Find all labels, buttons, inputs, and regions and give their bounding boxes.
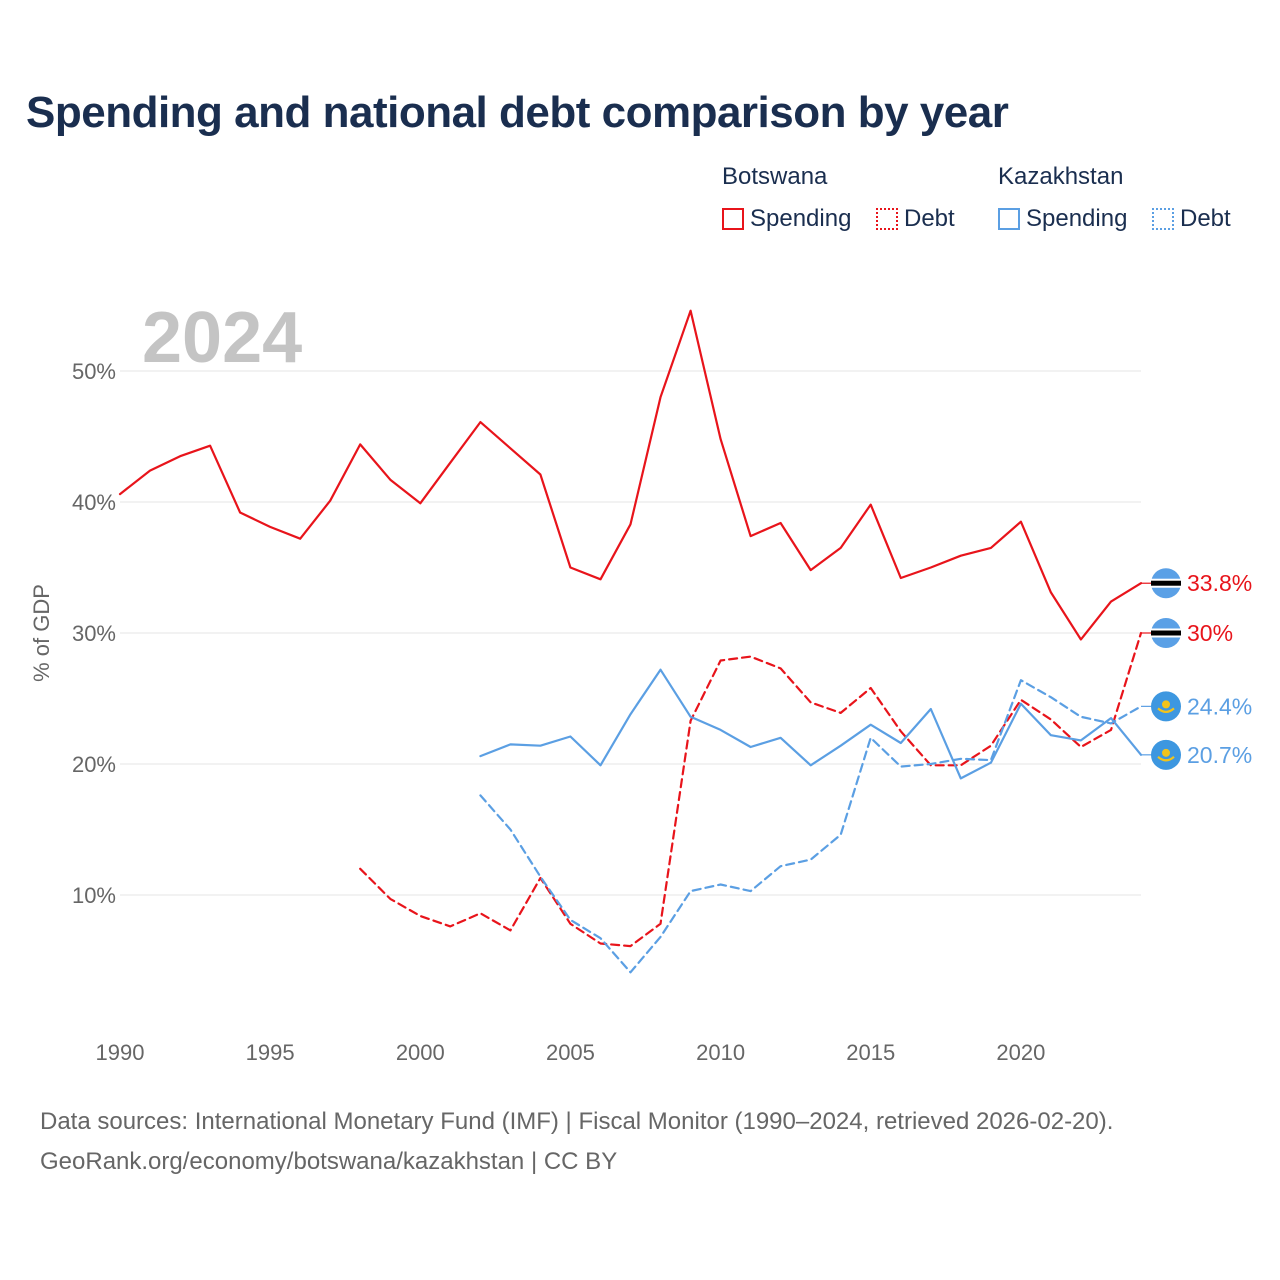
legend-label: Debt	[904, 205, 955, 232]
x-tick-label: 1995	[246, 1040, 295, 1065]
series-line-kazakhstan-debt	[479, 679, 1143, 974]
chart-title: Spending and national debt comparison by…	[26, 88, 1009, 137]
series-line-kazakhstan-spending	[479, 668, 1143, 780]
botswana-flag-icon	[1151, 618, 1181, 648]
legend-botswana-spending[interactable]: Spending	[722, 205, 851, 233]
x-tick-label: 1990	[96, 1040, 145, 1065]
flag-sun	[1162, 748, 1170, 757]
legend-swatch-solid-blue	[998, 208, 1020, 230]
legend-group-botswana: Botswana	[722, 163, 828, 190]
y-tick-label: 10%	[72, 883, 116, 908]
legend-label: Spending	[750, 205, 852, 232]
flag-eagle	[1157, 707, 1175, 713]
end-value-label: 33.8%	[1187, 570, 1252, 596]
y-tick-label: 20%	[72, 752, 116, 777]
flag-black-band	[1151, 580, 1181, 586]
x-tick-label: 2015	[846, 1040, 895, 1065]
y-tick-label: 50%	[72, 359, 116, 384]
footer-credit: GeoRank.org/economy/botswana/kazakhstan …	[40, 1148, 618, 1175]
x-tick-label: 2010	[696, 1040, 745, 1065]
y-tick-label: 30%	[72, 621, 116, 646]
legend-swatch-solid-red	[722, 208, 744, 230]
kazakhstan-flag-icon	[1151, 691, 1181, 722]
flag-black-band	[1151, 630, 1181, 636]
legend-kazakhstan-debt[interactable]: Debt	[1152, 205, 1231, 233]
series-line-botswana-debt	[359, 631, 1143, 948]
footer-sources: Data sources: International Monetary Fun…	[40, 1108, 1114, 1135]
legend-swatch-dotted-blue	[1152, 208, 1174, 230]
flag-eagle	[1157, 755, 1175, 762]
legend-botswana-debt[interactable]: Debt	[876, 205, 955, 233]
legend-label: Debt	[1180, 205, 1231, 232]
end-value-label: 24.4%	[1187, 693, 1252, 719]
x-tick-label: 2005	[546, 1040, 595, 1065]
y-tick-label: 40%	[72, 490, 116, 515]
y-axis-label: % of GDP	[29, 584, 54, 682]
end-value-label: 20.7%	[1187, 742, 1252, 768]
legend-group-kazakhstan: Kazakhstan	[998, 163, 1124, 190]
botswana-flag-icon	[1151, 568, 1181, 599]
x-tick-label: 2000	[396, 1040, 445, 1065]
series-line-botswana-spending	[118, 309, 1143, 641]
legend-kazakhstan-spending[interactable]: Spending	[998, 205, 1127, 233]
kazakhstan-flag-icon	[1151, 739, 1181, 770]
x-tick-label: 2020	[996, 1040, 1045, 1065]
flag-sun	[1162, 700, 1170, 709]
legend-swatch-dotted-red	[876, 208, 898, 230]
year-label: 2024	[142, 298, 302, 378]
legend-label: Spending	[1026, 205, 1128, 232]
end-value-label: 30%	[1187, 620, 1233, 646]
